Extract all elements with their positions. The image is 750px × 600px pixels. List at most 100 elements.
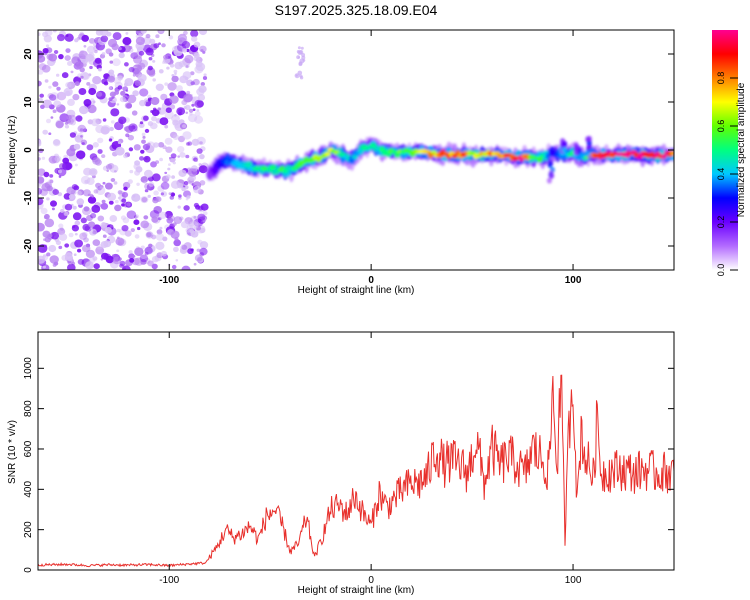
noise-speckle: [128, 253, 135, 260]
noise-speckle: [183, 93, 193, 103]
noise-speckle: [60, 208, 65, 213]
noise-speckle: [54, 155, 62, 162]
noise-speckle: [72, 205, 77, 210]
noise-speckle: [168, 163, 171, 166]
noise-speckle: [197, 213, 206, 221]
noise-speckle: [181, 41, 191, 49]
noise-speckle: [169, 195, 175, 200]
noise-speckle: [175, 85, 183, 92]
noise-speckle: [301, 53, 306, 57]
noise-speckle: [38, 183, 41, 188]
noise-speckle: [101, 199, 106, 204]
noise-speckle: [73, 143, 81, 150]
noise-speckle: [167, 82, 177, 91]
noise-speckle: [104, 227, 112, 234]
noise-speckle: [117, 141, 121, 145]
noise-speckle: [155, 83, 164, 92]
noise-speckle: [187, 141, 193, 146]
ridge-cell: [351, 154, 359, 160]
noise-speckle: [48, 104, 55, 110]
ridge-cell: [669, 150, 674, 156]
noise-speckle: [96, 91, 103, 97]
snr-x-tick-label: 100: [565, 575, 582, 586]
noise-speckle: [179, 152, 186, 158]
noise-speckle: [92, 256, 98, 261]
noise-speckle: [105, 164, 113, 170]
spectrogram-x-tick-label: 0: [368, 275, 374, 286]
noise-speckle: [58, 54, 64, 60]
noise-speckle: [192, 108, 196, 111]
noise-speckle: [95, 246, 105, 255]
noise-speckle: [112, 256, 122, 265]
noise-speckle: [145, 47, 154, 56]
noise-speckle: [147, 121, 154, 127]
noise-speckle: [164, 171, 168, 175]
noise-speckle: [134, 234, 140, 239]
noise-speckle: [142, 36, 152, 45]
ridge-band: [206, 135, 674, 184]
ridge-cell: [324, 152, 331, 156]
noise-speckle: [87, 193, 91, 197]
noise-speckle: [200, 49, 204, 52]
noise-speckle: [147, 260, 154, 267]
noise-speckle: [168, 35, 174, 40]
noise-speckle: [74, 239, 83, 248]
noise-speckle: [196, 109, 200, 112]
noise-speckle: [64, 33, 74, 42]
noise-speckle: [83, 45, 87, 48]
noise-speckle: [172, 134, 179, 140]
noise-speckle: [122, 217, 130, 224]
spectrogram-y-tick-label: 0: [23, 147, 34, 153]
noise-speckle: [159, 117, 169, 126]
noise-speckle: [101, 252, 109, 260]
noise-speckle: [86, 177, 95, 185]
noise-speckle: [38, 54, 46, 63]
noise-speckle: [116, 249, 120, 253]
colorbar-ticks: 0.0 0.2 0.4 0.6 0.8: [716, 72, 738, 276]
noise-speckle: [131, 193, 141, 202]
noise-speckle: [71, 56, 81, 65]
noise-speckle: [110, 108, 120, 117]
noise-speckle: [183, 30, 188, 36]
noise-speckle: [65, 82, 72, 88]
noise-speckle: [72, 212, 82, 221]
noise-speckle: [67, 263, 76, 270]
noise-speckle: [131, 110, 138, 116]
noise-speckle: [140, 149, 145, 154]
noise-speckle: [53, 50, 59, 54]
noise-speckle: [38, 139, 42, 145]
noise-speckle: [196, 88, 205, 96]
noise-speckle: [64, 252, 73, 259]
spectrogram-x-ticks: -100 0 100: [159, 30, 582, 286]
noise-speckle: [82, 244, 91, 253]
noise-speckle: [46, 185, 53, 192]
noise-speckle: [109, 215, 118, 222]
snr-y-tick-label: 800: [23, 400, 34, 417]
noise-speckle: [42, 31, 49, 38]
noise-speckle: [123, 82, 129, 87]
noise-speckle: [202, 76, 208, 80]
noise-speckle: [146, 232, 152, 238]
noise-speckle: [178, 169, 187, 177]
noise-speckle: [299, 76, 304, 80]
noise-speckle: [153, 206, 162, 214]
noise-speckle: [52, 109, 57, 113]
noise-speckle: [164, 210, 173, 219]
noise-speckle: [140, 245, 145, 250]
noise-speckle: [134, 80, 141, 87]
noise-speckle: [48, 94, 57, 101]
noise-speckle: [38, 148, 44, 154]
noise-speckle: [199, 241, 209, 249]
noise-speckle: [114, 204, 122, 212]
noise-speckle: [74, 38, 79, 43]
noise-speckle: [151, 173, 161, 182]
colorbar-tick-label: 0.4: [716, 168, 726, 181]
noise-speckle: [66, 114, 72, 120]
noise-speckle: [144, 169, 153, 178]
noise-speckle: [199, 154, 205, 160]
noise-speckle: [132, 254, 136, 258]
noise-speckle: [74, 81, 80, 86]
noise-speckle: [97, 149, 103, 154]
colorbar-tick-label: 0.8: [716, 72, 726, 85]
noise-speckle: [98, 68, 102, 72]
